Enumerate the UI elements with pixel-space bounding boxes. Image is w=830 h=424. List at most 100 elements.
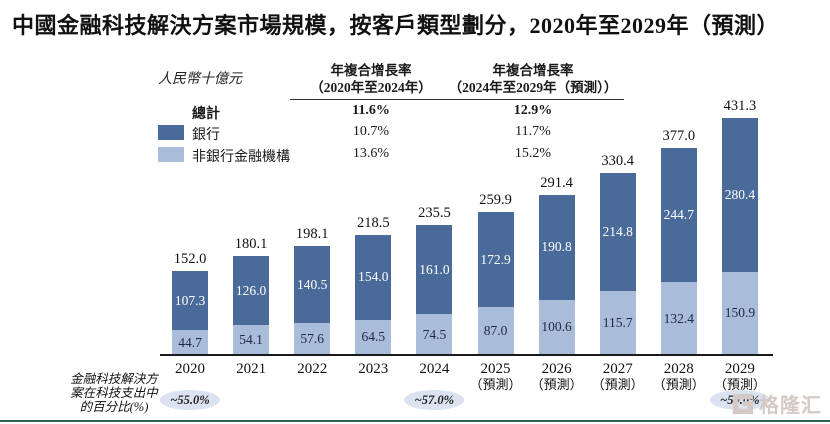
x-axis-year: 2020: [175, 361, 205, 377]
bar-total-label: 330.4: [601, 153, 634, 170]
bar-segment-nonbank: 54.1: [233, 325, 270, 355]
footnote-line: 金融科技解決方: [70, 372, 158, 386]
bar-total-label: 259.9: [479, 192, 512, 209]
bar-segment-bank: 161.0: [416, 225, 453, 315]
x-axis-year: 2028: [663, 361, 694, 377]
bar-column-2027: 214.8 115.7: [599, 173, 636, 355]
bar-total-label: 218.5: [356, 214, 390, 231]
bar-segment-bank: 172.9: [477, 212, 514, 308]
bank-color-swatch: [158, 125, 184, 140]
pct-of-tech-spend-badge: ~55.0%: [160, 390, 220, 410]
cagr-header-line: 年複合增長率: [492, 63, 574, 78]
bank-value-label: 280.4: [724, 186, 756, 202]
legend-label-nonbank: 非銀行金融機構: [192, 150, 290, 165]
nonbank-value-label: 54.1: [239, 332, 263, 348]
cagr-value: 12.9%: [513, 103, 553, 118]
cagr-value: 11.6%: [352, 103, 390, 118]
x-axis-year: 2029: [724, 361, 755, 377]
bar-column-2020: 107.3 44.7: [172, 271, 208, 355]
bar-total-label: 180.1: [234, 235, 268, 252]
legend-label-bank: 銀行: [192, 128, 220, 143]
watermark: 格隆汇: [731, 389, 822, 418]
bar-segment-bank: 244.7: [660, 147, 697, 283]
x-axis-label-2025: 2025 （預測）: [454, 361, 538, 393]
bar-total-label: 152.0: [173, 251, 207, 268]
bar-segment-bank: 280.4: [721, 117, 758, 272]
bar-column-2028: 244.7 132.4: [660, 147, 697, 355]
cagr-value: 13.6%: [352, 146, 390, 161]
x-axis-year: 2024: [419, 361, 450, 377]
x-axis-label-2021: 2021: [209, 361, 293, 377]
cagr-column-header-2024-2029: 年複合增長率 （2024年至2029年（預測））: [442, 62, 624, 100]
bank-value-label: 244.7: [663, 206, 694, 222]
x-axis-line: [160, 354, 773, 356]
x-axis-label-2022: 2022: [270, 361, 354, 377]
x-axis-label-2028: 2028 （預測）: [637, 361, 721, 393]
cagr-value: 10.7%: [352, 124, 390, 139]
nonbank-value-label: 44.7: [178, 334, 202, 350]
bar-column-2024: 161.0 74.5: [416, 225, 453, 355]
nonbank-value-label: 74.5: [422, 326, 447, 342]
bar-total-label: 198.1: [295, 226, 329, 243]
bar-total-label: 431.3: [723, 97, 757, 114]
cagr-value: 15.2%: [514, 146, 552, 161]
bar-total-label: 377.0: [662, 127, 696, 144]
cagr-header-line: （2024年至2029年（預測））: [448, 80, 618, 95]
bar-segment-bank: 214.8: [599, 173, 636, 292]
bar-segment-nonbank: 44.7: [172, 330, 208, 355]
x-axis-forecast-note: （預測）: [713, 377, 766, 392]
nonbank-value-label: 100.6: [541, 319, 572, 335]
nonbank-value-label: 150.9: [724, 305, 756, 321]
bank-value-label: 190.8: [541, 239, 572, 255]
y-axis-unit-label: 人民幣十億元: [158, 72, 242, 87]
x-axis-label-2024: 2024: [392, 361, 476, 377]
bar-segment-nonbank: 100.6: [538, 299, 575, 355]
bar-segment-nonbank: 150.9: [721, 272, 758, 355]
x-axis-forecast-note: （預測）: [530, 377, 583, 392]
bar-column-2022: 140.5 57.6: [294, 246, 331, 355]
nonbank-value-label: 64.5: [361, 329, 386, 345]
bar-segment-bank: 140.5: [294, 246, 331, 324]
bar-segment-bank: 154.0: [355, 234, 392, 320]
bar-total-label: 291.4: [540, 174, 573, 191]
bar-column-2021: 126.0 54.1: [233, 255, 270, 355]
cagr-value: 11.7%: [515, 124, 551, 139]
cagr-header-line: （2020年至2024年）: [310, 80, 432, 95]
footnote-label: 金融科技解決方 案在科技支出中 的百分比(%): [58, 372, 170, 414]
bank-value-label: 154.0: [358, 269, 389, 285]
bar-column-2023: 154.0 64.5: [355, 234, 392, 355]
bank-value-label: 161.0: [419, 261, 450, 277]
footnote-line: 案在科技支出中: [70, 386, 158, 400]
bar-segment-bank: 126.0: [233, 255, 270, 326]
bar-segment-nonbank: 64.5: [355, 319, 392, 355]
bottom-rule: [0, 420, 830, 422]
nonbank-color-swatch: [158, 147, 184, 162]
x-axis-year: 2026: [541, 361, 572, 377]
chart-title: 中國金融科技解決方案市場規模，按客戶類型劃分，2020年至2029年（預測）: [12, 13, 780, 38]
cagr-header-line: 年複合增長率: [330, 63, 412, 78]
legend-label-total: 總計: [192, 107, 220, 122]
x-axis-forecast-note: （預測）: [652, 377, 705, 392]
x-axis-label-2023: 2023: [331, 361, 415, 377]
nonbank-value-label: 132.4: [663, 310, 694, 326]
bar-segment-bank: 107.3: [172, 271, 208, 331]
gelonghui-logo-icon: [732, 393, 754, 414]
bar-segment-nonbank: 57.6: [294, 323, 331, 355]
bar-column-2026: 190.8 100.6: [538, 194, 575, 355]
footnote-line: 的百分比(%): [79, 400, 149, 414]
bar-segment-nonbank: 87.0: [477, 307, 514, 355]
bar-column-2029: 280.4 150.9: [721, 117, 758, 355]
bank-value-label: 140.5: [297, 276, 328, 292]
bank-value-label: 172.9: [480, 251, 511, 267]
x-axis-forecast-note: （預測）: [591, 377, 644, 392]
bank-value-label: 107.3: [174, 292, 206, 308]
watermark-text: 格隆汇: [759, 395, 822, 417]
x-axis-year: 2027: [602, 361, 633, 377]
x-axis-year: 2022: [297, 361, 328, 377]
bar-column-2025: 172.9 87.0: [477, 212, 514, 355]
x-axis-year: 2021: [236, 361, 267, 377]
x-axis-label-2026: 2026 （預測）: [515, 361, 599, 393]
bar-segment-nonbank: 132.4: [660, 282, 697, 355]
nonbank-value-label: 57.6: [300, 331, 324, 347]
